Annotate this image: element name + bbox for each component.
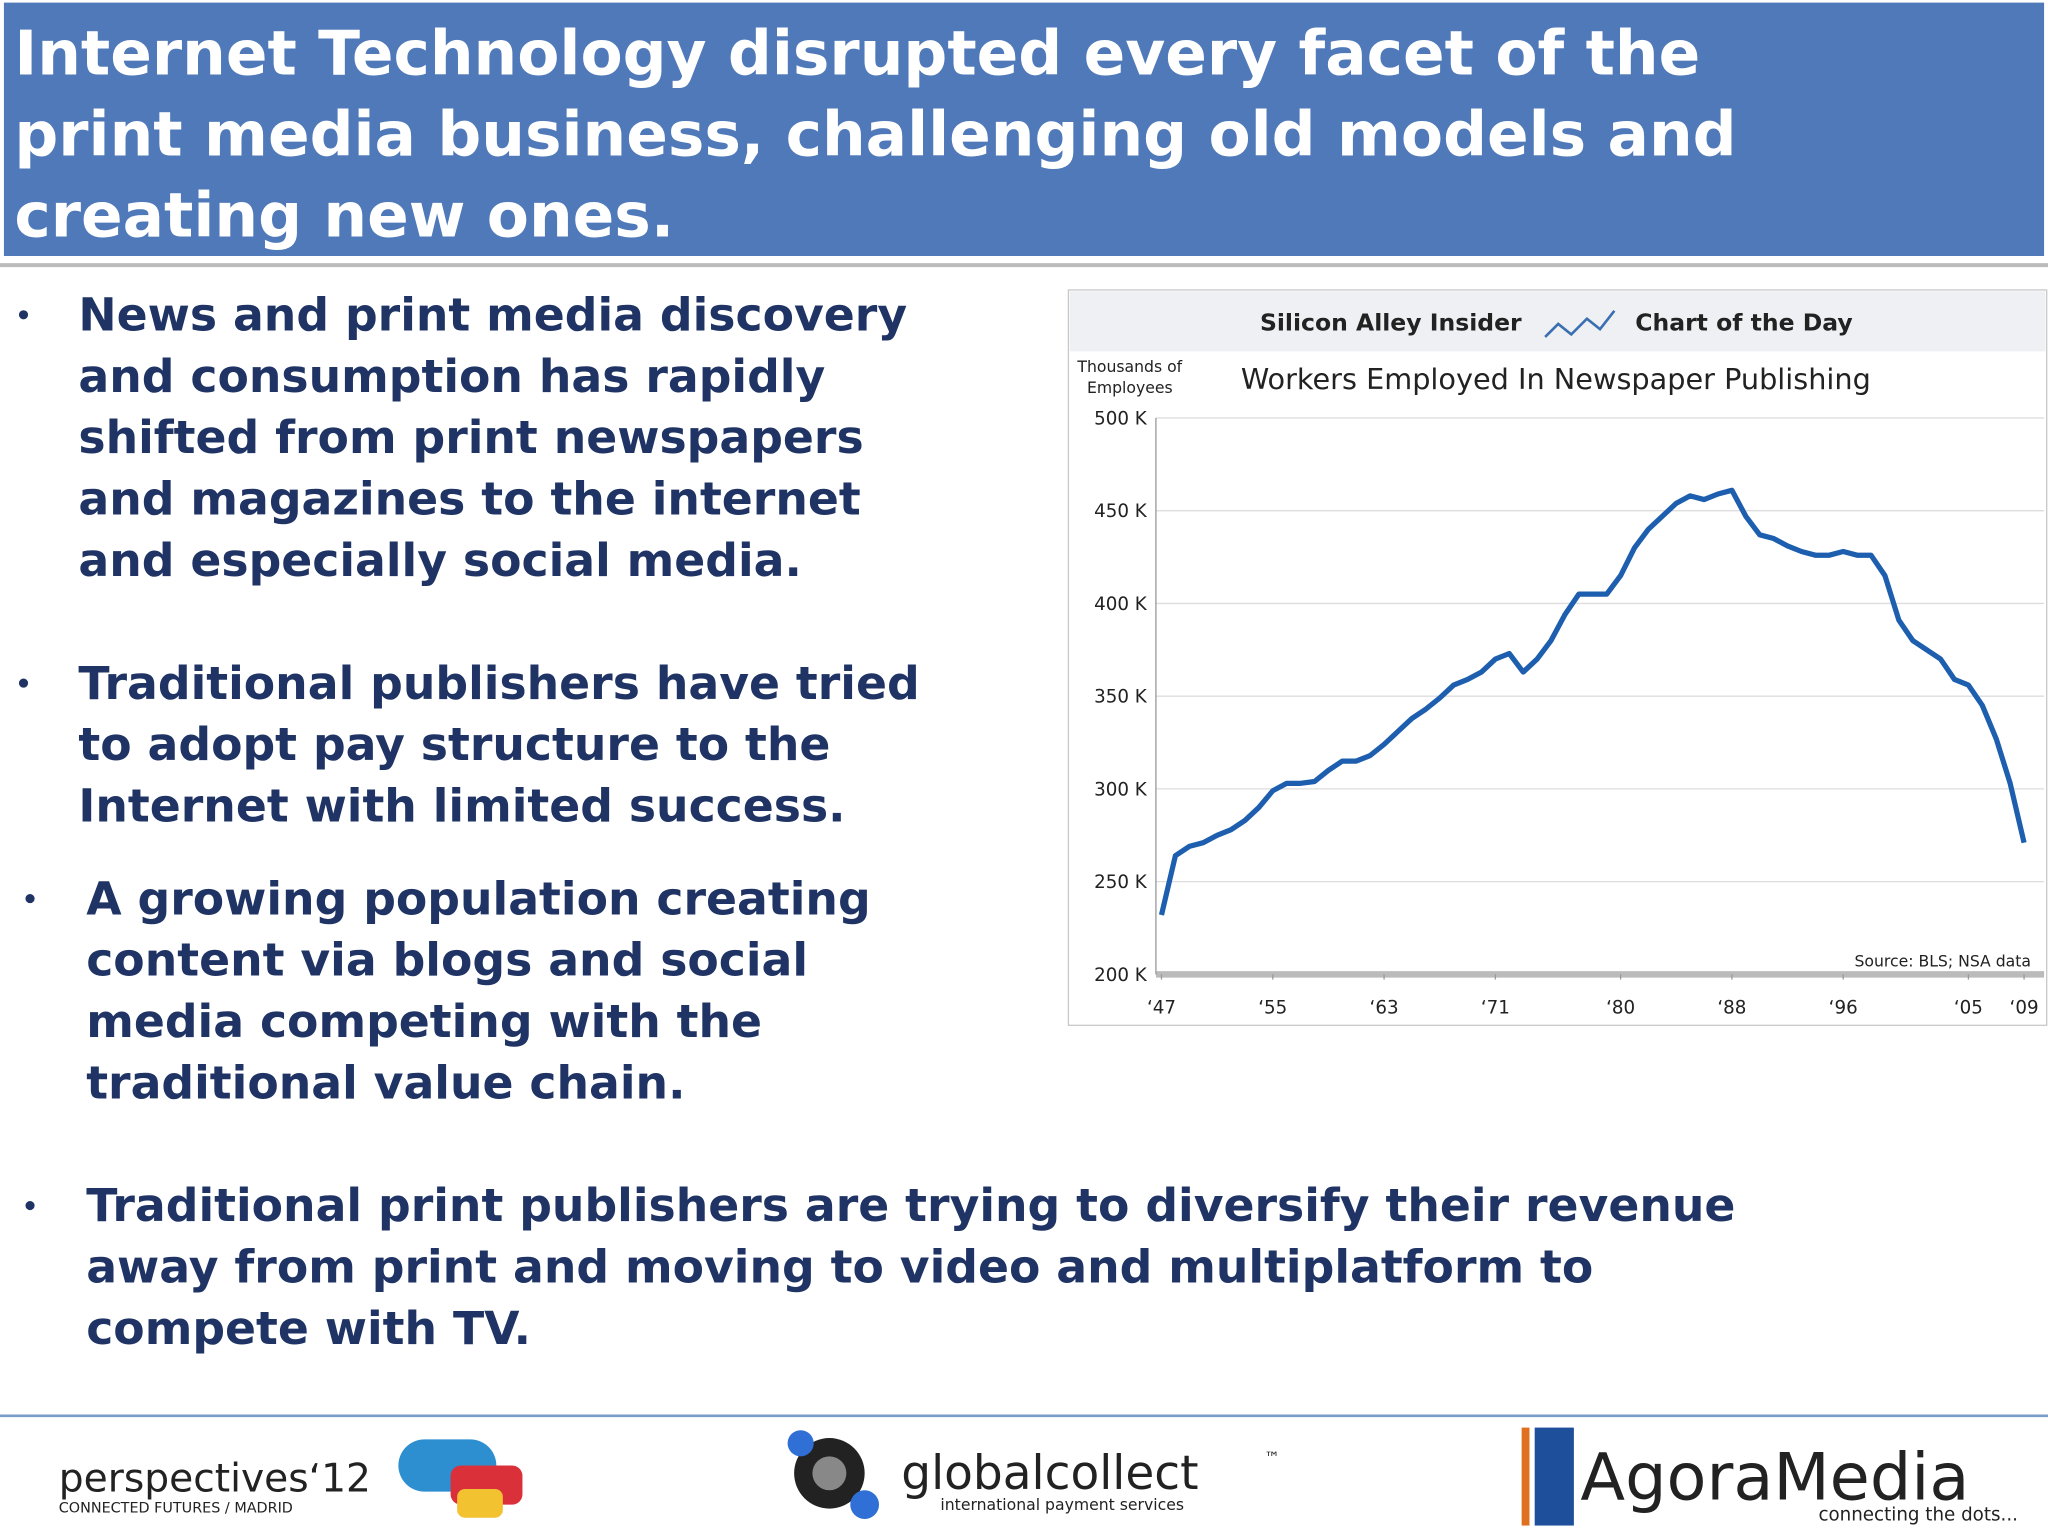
bullet-text: Internet with limited success. [78,780,845,833]
y-tick-label: 500 K [1094,408,1148,429]
bullet-text: News and print media discovery [78,288,907,341]
y-axis-label: Employees [1087,378,1173,397]
data-line [1158,487,2027,916]
chart-frame [1067,289,2048,1026]
x-tick-label: ‘63 [1370,998,1399,1019]
bullet-text: media competing with the [86,995,762,1048]
bullet-dot [18,678,29,688]
bullet-text: Traditional print publishers are trying … [86,1179,1735,1232]
x-tick-label: ‘55 [1258,998,1287,1019]
x-tick-label: ‘09 [2010,998,2039,1019]
bullet-text: content via blogs and social [86,934,808,987]
bullet-text: Traditional publishers have tried [78,657,919,710]
y-tick-label: 350 K [1094,687,1148,708]
bullet-text: and consumption has rapidly [78,350,825,403]
x-tick-label: ‘47 [1147,998,1176,1019]
chart-title: Workers Employed In Newspaper Publishing [1241,362,1871,396]
slide-title: Internet Technology disrupted every face… [14,18,1700,89]
logo2-sub: international payment services [940,1495,1184,1514]
y-axis-label: Thousands of [1076,357,1182,376]
slide-title: creating new ones. [14,180,674,251]
chart-icon [1544,310,1616,338]
bullet-text: traditional value chain. [86,1056,685,1109]
bullet-text: to adopt pay structure to the [78,718,830,771]
logo1-bubble3 [457,1488,503,1518]
bullet-dot [25,1200,35,1211]
logo2-dot [850,1490,880,1520]
title-bar [3,2,2045,257]
bullet-text: away from print and moving to video and … [86,1241,1593,1294]
chart-source: Source: BLS; NSA data [1854,952,2031,971]
logo3-sub: connecting the dots... [1818,1504,2018,1525]
logo2-dot [787,1430,814,1457]
slide-title: print media business, challenging old mo… [14,99,1736,170]
x-tick-label: ‘96 [1829,998,1858,1019]
y-tick-label: 200 K [1094,965,1148,986]
logo3-block [1534,1427,1574,1526]
bullet-text: shifted from print newspapers [78,411,863,464]
bullet-text: compete with TV. [86,1302,531,1355]
chart-header [1069,291,2046,352]
bullet-dot [25,894,35,904]
x-tick-label: ‘80 [1606,998,1635,1019]
x-tick-label: ‘71 [1481,998,1510,1019]
y-tick-label: 250 K [1094,872,1148,893]
bullet-text: A growing population creating [86,872,870,925]
logo2-tm: ™ [1264,1448,1280,1467]
logo1-text: perspectives‘12 [59,1457,371,1502]
chart-brand: Silicon Alley Insider [1260,308,1522,336]
x-tick-label: ‘05 [1954,998,1983,1019]
y-tick-label: 300 K [1094,779,1148,800]
bullet-text: and magazines to the internet [78,473,860,526]
x-tick-label: ‘88 [1717,998,1746,1019]
bullet-text: and especially social media. [78,534,802,587]
y-tick-label: 400 K [1094,594,1148,615]
logo3-text: AgoraMedia [1580,1439,1969,1515]
y-tick-label: 450 K [1094,501,1148,522]
logo3-bar [1521,1427,1530,1526]
logo2-core [812,1456,847,1491]
chart-badge: Chart of the Day [1635,308,1852,336]
bullet-dot [18,310,29,320]
logo1-sub: CONNECTED FUTURES / MADRID [59,1500,293,1516]
logo2-text: globalcollect [901,1446,1198,1501]
